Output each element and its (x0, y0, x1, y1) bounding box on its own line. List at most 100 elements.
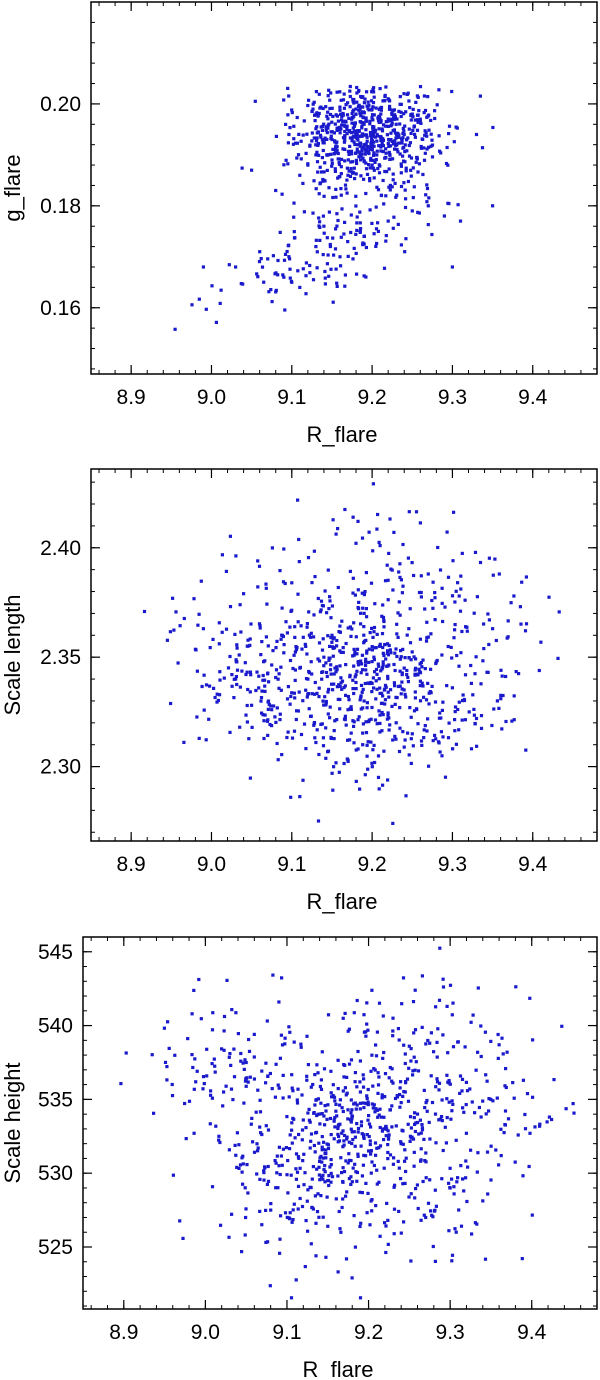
data-point (355, 1122, 359, 1126)
data-point (370, 1053, 374, 1057)
data-point (392, 142, 396, 146)
data-point (330, 158, 334, 162)
data-point (237, 653, 241, 657)
data-point (328, 595, 332, 599)
data-point (422, 728, 426, 732)
data-point (438, 711, 442, 715)
data-point (310, 139, 314, 143)
data-point (496, 1056, 500, 1060)
data-point (142, 609, 147, 614)
data-point (322, 1114, 326, 1118)
data-point (408, 1115, 413, 1119)
data-point (298, 665, 302, 669)
data-point (426, 95, 430, 99)
data-point (386, 117, 390, 121)
data-point (430, 232, 434, 237)
data-point (307, 1118, 311, 1122)
data-point (333, 122, 337, 126)
data-point (349, 731, 353, 735)
data-point (290, 1220, 294, 1224)
data-point (308, 635, 313, 639)
data-point (358, 153, 362, 157)
data-point (419, 590, 423, 595)
data-point (216, 698, 220, 703)
y-tick-label: 2.35 (40, 646, 81, 669)
data-point (372, 144, 376, 148)
data-point (400, 138, 404, 142)
data-point (240, 1250, 244, 1254)
data-point (366, 681, 371, 685)
data-point (401, 131, 405, 136)
data-point (420, 137, 424, 141)
data-point (376, 1071, 380, 1075)
data-point (346, 1161, 350, 1165)
data-point (314, 1130, 319, 1134)
data-point (429, 1074, 433, 1078)
data-point (228, 730, 232, 734)
data-point (429, 132, 433, 136)
data-point (274, 675, 278, 680)
x-tick-label: 9.1 (277, 853, 306, 876)
data-point (324, 128, 328, 132)
data-point (213, 1064, 217, 1068)
data-point (312, 1143, 316, 1148)
data-point (201, 1087, 205, 1091)
data-point (275, 639, 279, 643)
data-point (399, 692, 403, 696)
data-point (404, 1156, 408, 1160)
data-point (373, 1141, 378, 1145)
data-point (364, 1030, 368, 1034)
data-point (504, 674, 508, 679)
data-point (441, 1033, 445, 1037)
data-point (344, 103, 348, 107)
data-point (360, 653, 364, 657)
data-point (264, 1081, 268, 1085)
data-point (356, 718, 360, 722)
data-point (264, 1208, 268, 1212)
data-point (291, 1208, 295, 1212)
data-point (447, 721, 451, 725)
data-point (368, 145, 372, 149)
data-point (274, 646, 278, 650)
data-point (342, 119, 346, 123)
data-point (348, 675, 352, 679)
data-point (327, 122, 331, 126)
data-point (257, 260, 262, 264)
data-point (363, 681, 367, 686)
data-point (218, 301, 222, 305)
data-point (199, 1017, 203, 1021)
data-point (244, 1215, 248, 1220)
data-point (499, 697, 503, 701)
data-point (298, 285, 302, 289)
data-point (269, 288, 273, 292)
data-point (399, 184, 404, 189)
data-point (403, 1052, 407, 1056)
data-point (332, 636, 336, 640)
data-point (506, 1117, 511, 1121)
data-point (176, 661, 180, 665)
data-point (259, 257, 263, 261)
data-point (450, 1099, 454, 1103)
data-point (395, 632, 399, 636)
data-point (383, 1095, 387, 1099)
data-point (416, 722, 420, 726)
data-point (397, 1038, 401, 1042)
data-point (353, 593, 357, 597)
data-point (445, 1116, 449, 1120)
data-point (331, 1094, 335, 1098)
data-point (376, 116, 380, 120)
data-point (291, 1218, 295, 1222)
data-point (335, 128, 339, 132)
data-point (441, 735, 445, 739)
data-point (397, 1166, 401, 1170)
data-point (323, 1170, 327, 1174)
data-point (489, 1097, 493, 1101)
data-point (270, 300, 274, 304)
data-point (290, 1086, 294, 1090)
data-point (257, 674, 261, 678)
data-point (288, 276, 292, 280)
data-point (451, 559, 455, 563)
data-point (320, 128, 324, 132)
data-point (500, 674, 504, 678)
data-point (350, 112, 354, 116)
